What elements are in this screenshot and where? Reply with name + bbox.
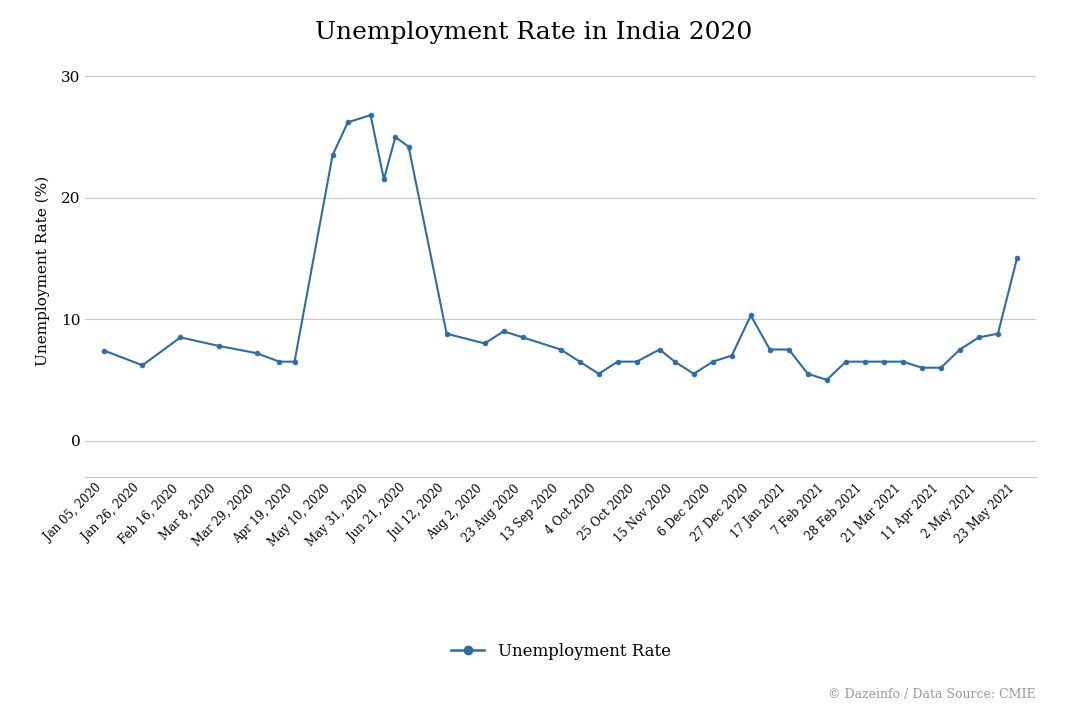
Legend: Unemployment Rate: Unemployment Rate — [444, 637, 677, 667]
Text: Unemployment Rate in India 2020: Unemployment Rate in India 2020 — [315, 21, 753, 44]
Y-axis label: Unemployment Rate (%): Unemployment Rate (%) — [35, 175, 50, 366]
Text: © Dazeinfo / Data Source: CMIE: © Dazeinfo / Data Source: CMIE — [829, 689, 1036, 701]
